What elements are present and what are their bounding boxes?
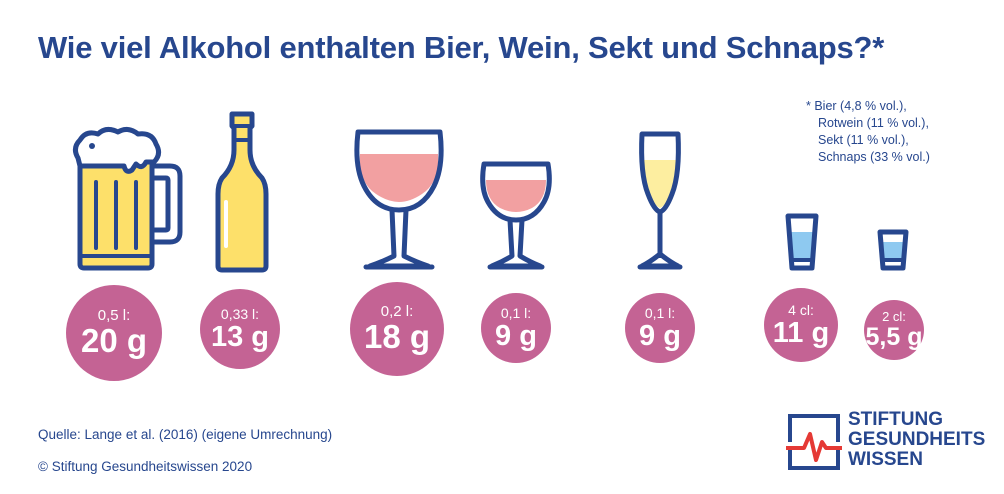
small-wine-glass-icon [480, 160, 552, 272]
page-title: Wie viel Alkohol enthalten Bier, Wein, S… [38, 30, 885, 65]
beer-mug-alcohol-badge: 0,5 l: 20 g [66, 285, 162, 381]
beer-bottle-icon [214, 110, 270, 274]
logo-line-wissen: WISSEN [848, 449, 923, 470]
champagne-flute-icon [636, 130, 684, 272]
beer-mug-icon [66, 124, 188, 272]
grams-value: 9 g [639, 320, 681, 352]
grams-value: 20 g [80, 322, 148, 359]
stiftung-gesundheitswissen-logo: STIFTUNG GESUNDHEITS WISSEN [786, 408, 986, 480]
volume-label: 0,5 l: [97, 307, 131, 324]
logo-line-stiftung: STIFTUNG [848, 409, 943, 430]
grams-value: 13 g [210, 321, 270, 353]
grams-value: 11 g [772, 317, 830, 349]
small-wine-alcohol-badge: 0,1 l: 9 g [481, 293, 551, 363]
footnote-line-redwine: Rotwein (11 % vol.), [818, 116, 929, 130]
copyright-notice: © Stiftung Gesundheitswissen 2020 [38, 459, 253, 474]
small-shot-glass-icon [876, 228, 910, 272]
large-wine-glass-icon [352, 126, 446, 272]
volume-label: 0,1 l: [500, 305, 532, 321]
beer-bottle-alcohol-badge: 0,33 l: 13 g [200, 289, 280, 369]
volume-label: 0,2 l: [380, 303, 414, 320]
small-shot-alcohol-badge: 2 cl: 5,5 g [864, 300, 924, 360]
champagne-alcohol-badge: 0,1 l: 9 g [625, 293, 695, 363]
heartbeat-logo-icon [786, 412, 842, 472]
footnote-line-beer: * Bier (4,8 % vol.), [806, 99, 907, 113]
footnote-line-sekt: Sekt (11 % vol.), [818, 133, 909, 147]
logo-line-gesundheits: GESUNDHEITS [848, 429, 986, 450]
large-shot-glass-icon [784, 212, 820, 272]
grams-value: 9 g [495, 320, 537, 352]
grams-value: 5,5 g [865, 323, 923, 351]
source-citation: Quelle: Lange et al. (2016) (eigene Umre… [38, 427, 333, 442]
volume-label: 0,33 l: [220, 306, 260, 322]
large-wine-alcohol-badge: 0,2 l: 18 g [350, 282, 444, 376]
volume-label: 2 cl: [882, 309, 906, 324]
footnote-line-schnaps: Schnaps (33 % vol.) [818, 150, 930, 164]
volume-label: 0,1 l: [644, 305, 676, 321]
alcohol-content-footnote: * Bier (4,8 % vol.), Rotwein (11 % vol.)… [806, 98, 930, 166]
grams-value: 18 g [363, 318, 431, 355]
large-shot-alcohol-badge: 4 cl: 11 g [764, 288, 838, 362]
volume-label: 4 cl: [788, 302, 814, 318]
